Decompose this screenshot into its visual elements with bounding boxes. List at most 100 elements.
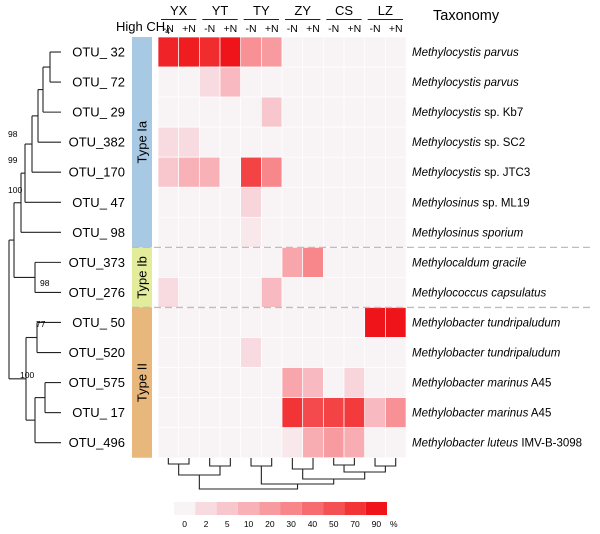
heatmap-cell [240,36,262,68]
heatmap-cell [157,36,180,68]
heatmap-cell [198,216,221,248]
heatmap-cell [261,337,283,368]
taxonomy-label: Methylobacter tundripaludum [412,317,561,329]
heatmap-cell [178,186,200,218]
heatmap-cell [157,96,180,128]
heatmap-cell [178,96,200,128]
heatmap-cell [178,337,200,368]
heatmap-cell [261,307,283,338]
otu-label: OTU_ 47 [72,195,125,210]
legend-tick-label: 50 [329,519,339,529]
heatmap-cell [385,96,407,128]
heatmap-cell [261,36,283,68]
heatmap-cell [178,156,200,188]
heatmap-cell [385,216,407,248]
taxonomy-header: Taxonomy [433,8,500,24]
heatmap-cell [261,66,283,98]
heatmap-cell [364,156,386,188]
treatment-label: -N [328,23,339,35]
dendrogram-branch [374,458,397,467]
heatmap-cell [281,126,304,158]
heatmap-cell [198,36,221,68]
heatmap-cell [157,367,180,398]
heatmap-cell [343,307,366,338]
site-label: CS [335,3,353,18]
heatmap-cell [198,427,221,459]
heatmap-cell [323,126,345,158]
site-label: LZ [378,3,393,18]
otu-label: OTU_276 [69,285,125,300]
heatmap-cell [240,427,262,459]
otu-labels: OTU_ 32 OTU_ 72 OTU_ 29 OTU_382 OTU_170 OTU_ … [69,45,125,451]
otu-label: OTU_496 [69,435,125,450]
heatmap-cell [157,397,180,429]
heatmap-cell [343,156,366,188]
heatmap-cell [302,397,324,429]
heatmap-cell [385,277,407,308]
heatmap-cell [281,216,304,248]
otu-label: OTU_575 [69,375,125,390]
heatmap-cell [240,96,262,128]
dendrogram-branch [333,458,355,466]
bootstrap-value: 99 [8,155,18,165]
heatmap-cell [219,277,242,308]
heatmap-cell [364,216,386,248]
legend-tick-label: 2 [204,519,209,529]
site-label: YX [170,3,188,18]
heatmap-cell [157,156,180,188]
heatmap-cell [178,367,200,398]
heatmap-cell [364,427,386,459]
legend-tick-label: 90 [372,519,382,529]
heatmap-cell [219,96,242,128]
heatmap-cell [302,427,324,459]
heatmap-cell [385,397,407,429]
treatment-label: +N [348,23,362,35]
heatmap-cell [281,96,304,128]
otu-label: OTU_382 [69,135,125,150]
heatmap-cell [198,156,221,188]
heatmap-cell [198,397,221,429]
heatmap-cell [323,427,345,459]
heatmap-cell [219,156,242,188]
bootstrap-value: 100 [8,185,22,195]
column-header: High CH4 Taxonomy YX -N +N YT -N +N TY -N +N ZY -N… [116,3,500,36]
heatmap-cell [261,367,283,398]
heatmap-cell [157,186,180,218]
treatment-label: +N [306,23,320,35]
heatmap-cell [240,337,262,368]
heatmap-cell [281,397,304,429]
legend-tick-label: 40 [308,519,318,529]
otu-label: OTU_ 50 [72,315,125,330]
heatmap-cell [261,186,283,218]
heatmap-cell [281,36,304,68]
type-group-bar [132,307,152,458]
heatmap-cell [302,36,324,68]
otu-phylogenetic-tree [8,51,61,444]
heatmap-cell [281,156,304,188]
heatmap-cell [385,367,407,398]
heatmap-cell [198,367,221,398]
heatmap-cell [323,36,345,68]
heatmap-cell [219,186,242,218]
heatmap-cell [281,247,304,278]
heatmap-cell [302,247,324,278]
heatmap-cell [157,216,180,248]
heatmap-cell [302,126,324,158]
heatmap-cell [364,337,386,368]
heatmap-cell [385,126,407,158]
heatmap-cell [240,66,262,98]
legend-tick-label: 70 [350,519,360,529]
heatmap-cell [281,277,304,308]
heatmap-cell [302,216,324,248]
heatmap-cell [219,247,242,278]
heatmap-cell [261,397,283,429]
heatmap-cell [323,337,345,368]
heatmap-cell [364,126,386,158]
legend-swatch [216,502,238,515]
legend-tick-label: 30 [286,519,296,529]
heatmap-cell [385,337,407,368]
otu-label: OTU_373 [69,255,125,270]
heatmap-cell [219,397,242,429]
taxonomy-label: Methylocystis sp. JTC3 [412,167,530,179]
dendrogram-branch [291,458,314,470]
